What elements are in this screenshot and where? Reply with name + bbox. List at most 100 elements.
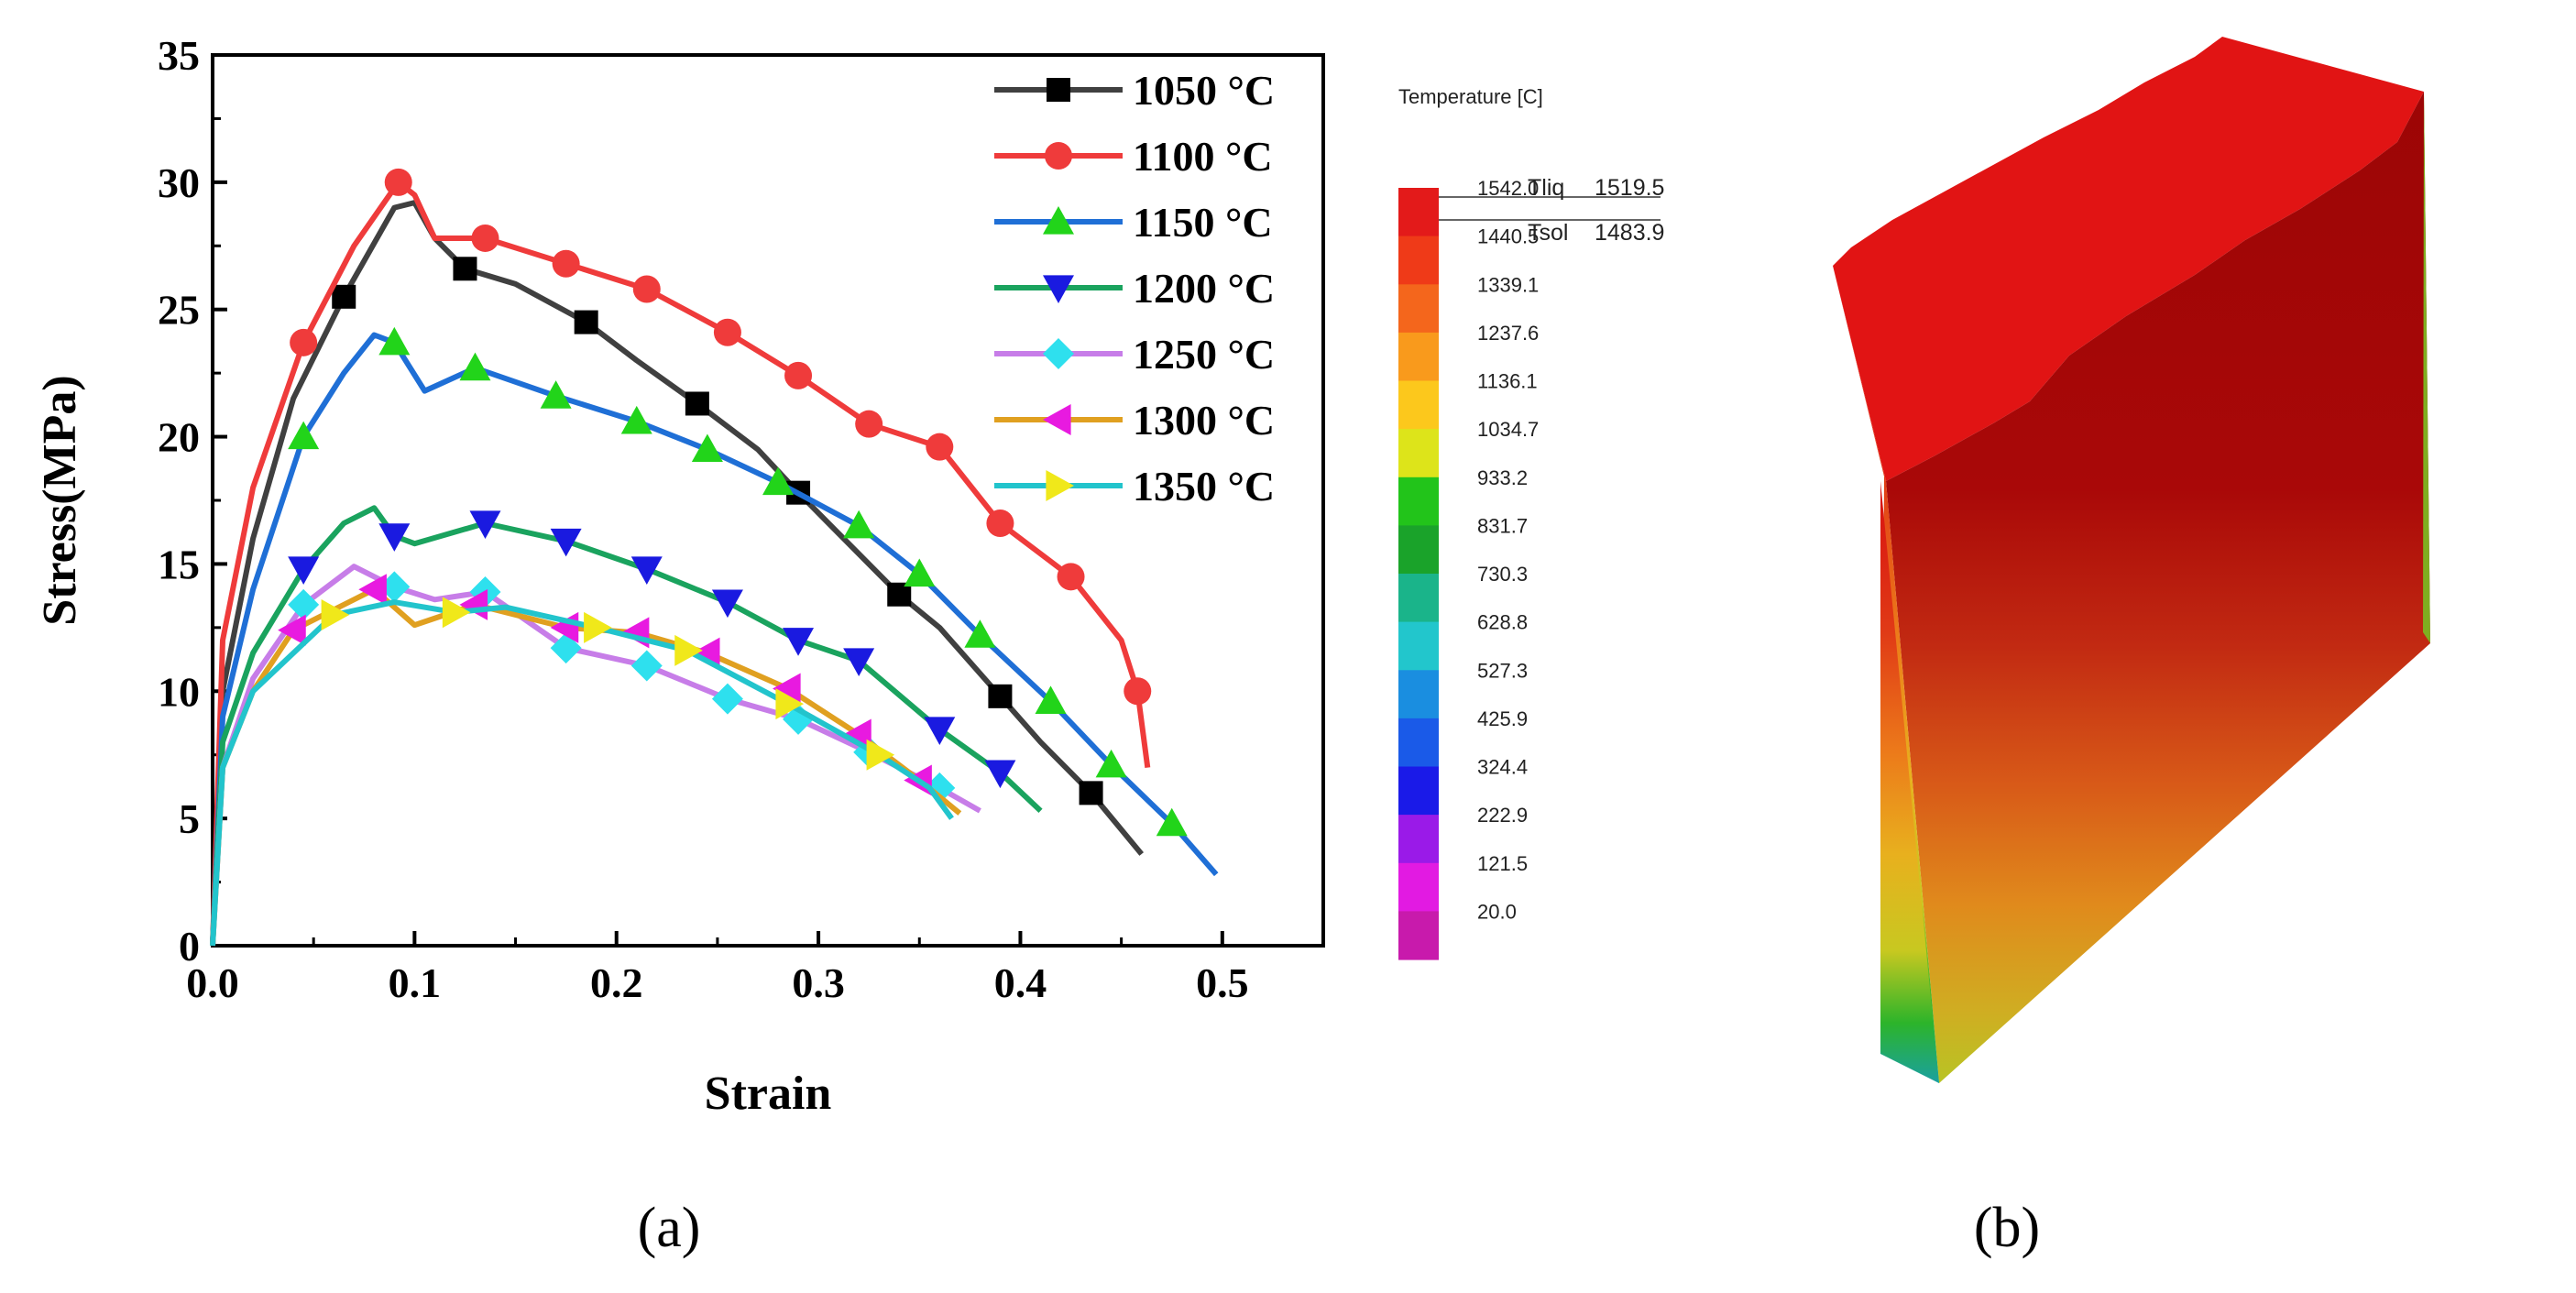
data-point	[552, 249, 580, 278]
data-point	[711, 683, 743, 715]
data-point	[288, 588, 320, 620]
legend-entry: 1250 °C	[1133, 331, 1275, 378]
legend-entry: 1050 °C	[1133, 67, 1275, 114]
data-point	[784, 361, 813, 389]
colorbar-level: 1542.0	[1477, 177, 1539, 200]
data-point	[855, 410, 883, 438]
series-line	[210, 332, 1219, 947]
data-point	[866, 739, 895, 771]
data-point	[964, 619, 996, 648]
legend-entry: 1100 °C	[1133, 133, 1273, 180]
colorbar-level: 1034.7	[1477, 418, 1539, 441]
colorbar-labels: 1542.0 1440.5 1339.1 1237.6 1136.1 1034.7 933.…	[1477, 177, 1539, 923]
data-point	[290, 328, 318, 356]
data-point	[384, 168, 412, 196]
colorbar-band	[1398, 815, 1439, 864]
series-line	[210, 200, 1145, 947]
data-point	[1057, 563, 1085, 591]
data-point	[332, 284, 356, 309]
temperature-field-3d-block	[1833, 37, 2430, 1083]
data-point	[378, 326, 411, 356]
colorbar-level: 425.9	[1477, 707, 1528, 730]
y-tick-label: 25	[158, 287, 200, 334]
data-point	[442, 597, 471, 629]
data-point	[924, 717, 956, 745]
colorbar-level: 1440.5	[1477, 225, 1539, 248]
colorbar-band	[1398, 911, 1439, 960]
plot-area: 0.0 0.1 0.2 0.3 0.4 0.5 0 5 10 15 20 25 30 35	[158, 32, 1325, 1006]
block-side-face-left	[1880, 481, 1939, 1083]
legend: 1050 °C 1100 °C 1150 °C 1200 °C 1250 °C 1300 …	[994, 67, 1275, 510]
series-2	[210, 326, 1219, 947]
data-point	[321, 598, 350, 630]
colorbar-level: 1136.1	[1477, 370, 1538, 393]
legend-marker	[1043, 206, 1074, 235]
colorbar: Temperature [C] 1542.0 1440.5 1339.1 1237.6…	[1398, 85, 1664, 960]
data-point	[984, 760, 1016, 789]
legend-marker	[1043, 404, 1071, 435]
legend-entry: 1200 °C	[1133, 265, 1275, 312]
block-top-face	[1833, 37, 2424, 481]
y-tick-label: 30	[158, 159, 200, 206]
data-point	[691, 433, 723, 463]
panel-label-b: (b)	[1974, 1197, 2040, 1259]
colorbar-level: 1237.6	[1477, 322, 1539, 345]
x-tick-label: 0.3	[792, 959, 845, 1006]
data-point	[674, 634, 703, 666]
data-point	[685, 391, 709, 416]
data-point	[630, 556, 663, 585]
data-point	[378, 523, 411, 552]
data-point	[632, 275, 661, 303]
legend-marker	[1043, 338, 1074, 369]
legend-entry: 1150 °C	[1133, 199, 1273, 246]
data-point	[843, 510, 875, 539]
data-point	[288, 421, 320, 450]
panel-label-a: (a)	[638, 1197, 701, 1259]
data-point	[1095, 749, 1127, 778]
colorbar-band	[1398, 188, 1439, 237]
data-point	[469, 510, 501, 539]
data-point	[843, 718, 871, 751]
data-point	[471, 224, 499, 252]
colorbar-band	[1398, 862, 1439, 912]
series-6	[210, 597, 954, 947]
series-line	[210, 586, 962, 947]
colorbar-level: 730.3	[1477, 563, 1528, 586]
data-point	[453, 257, 477, 281]
series-group	[210, 168, 1219, 947]
colorbar-level: 121.5	[1477, 852, 1528, 875]
data-point	[783, 628, 815, 656]
tsol-label: Tsol	[1528, 220, 1568, 246]
tsol-value: 1483.9	[1595, 220, 1664, 246]
data-point	[843, 648, 875, 676]
y-tick-label: 10	[158, 668, 200, 715]
data-point	[574, 310, 598, 334]
data-point	[762, 466, 795, 496]
ticks: 0.0 0.1 0.2 0.3 0.4 0.5 0 5 10 15 20 25 30 35	[158, 32, 1325, 1006]
colorbar-band	[1398, 621, 1439, 671]
legend-marker	[1047, 78, 1070, 102]
colorbar-level: 527.3	[1477, 659, 1528, 682]
data-point	[620, 405, 652, 434]
data-point	[773, 673, 801, 705]
series-1	[210, 168, 1152, 947]
colorbar-band	[1398, 332, 1439, 382]
x-tick-label: 0.5	[1196, 959, 1249, 1006]
x-tick-label: 0.0	[186, 959, 239, 1006]
colorbar-band	[1398, 477, 1439, 526]
tliq-value: 1519.5	[1595, 175, 1664, 201]
data-point	[926, 433, 954, 461]
colorbar-band	[1398, 284, 1439, 334]
data-point	[459, 352, 491, 381]
data-point	[1156, 807, 1188, 837]
data-point	[288, 556, 320, 585]
y-tick-label: 0	[179, 923, 200, 970]
y-tick-label: 15	[158, 541, 200, 587]
tliq-label: Tliq	[1528, 175, 1564, 201]
legend-marker	[1045, 142, 1072, 170]
x-tick-label: 0.1	[389, 959, 442, 1006]
data-point	[1124, 677, 1152, 706]
series-0	[210, 200, 1145, 947]
colorbar-level: 20.0	[1477, 900, 1517, 923]
